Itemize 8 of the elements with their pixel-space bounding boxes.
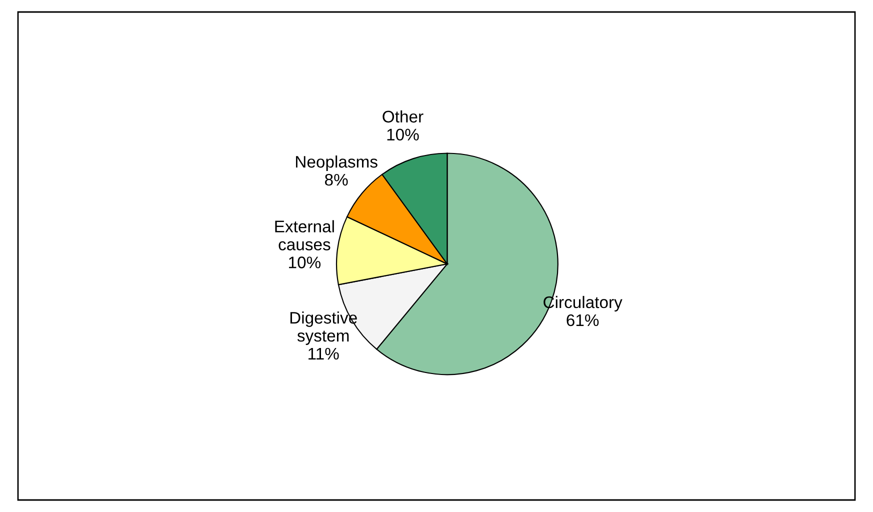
slice-label: External causes <box>275 220 334 250</box>
slice-label: Other <box>382 110 424 123</box>
slice-label: Neoplasms <box>296 155 378 172</box>
data-label: 10% <box>387 128 419 141</box>
data-label: 8% <box>325 174 348 186</box>
data-label: 11% <box>308 348 339 360</box>
data-label: 10% <box>289 256 321 268</box>
data-label: 61% <box>566 314 599 326</box>
